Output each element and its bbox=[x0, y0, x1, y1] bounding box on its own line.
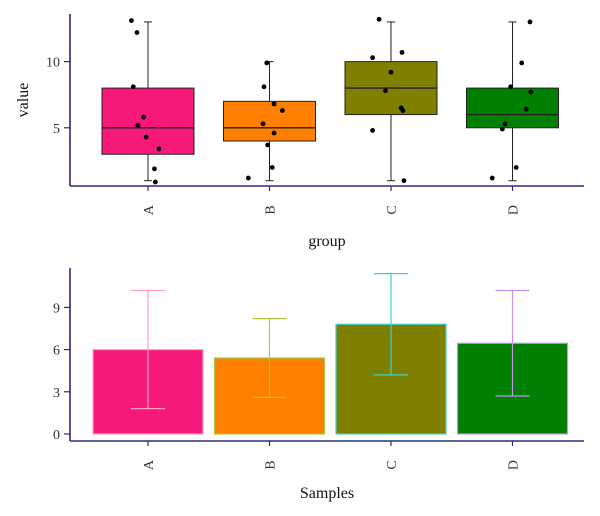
bar-y-tick-label: 3 bbox=[53, 386, 60, 401]
box-data-point bbox=[265, 142, 271, 148]
box-x-axis-title: group bbox=[308, 233, 345, 250]
box-data-point bbox=[401, 178, 407, 184]
box-data-point bbox=[135, 122, 141, 128]
box-data-point bbox=[156, 146, 162, 152]
box-data-point bbox=[143, 134, 149, 140]
box-data-point bbox=[134, 30, 140, 35]
box-y-tick-label: 10 bbox=[46, 56, 60, 71]
box-data-point bbox=[269, 165, 275, 170]
bar-y-tick-label: 0 bbox=[53, 428, 60, 443]
box-data-point bbox=[370, 128, 375, 133]
box-data-point bbox=[399, 49, 405, 55]
bar-x-tick-label: C bbox=[385, 460, 400, 469]
box-data-point bbox=[523, 106, 529, 112]
box-body bbox=[466, 87, 559, 129]
bar-chart-panel: 0 3 6 9 A B C D Samples bbox=[53, 268, 584, 502]
box-plot-marks bbox=[101, 21, 559, 182]
bar-y-tick-label: 6 bbox=[53, 344, 60, 359]
box-data-point bbox=[271, 101, 277, 107]
box-plot-panel: 5 10 A B C D group value bbox=[15, 14, 584, 250]
box-x-tick-label: C bbox=[385, 205, 400, 214]
box-data-point bbox=[528, 89, 534, 95]
box-data-point bbox=[499, 126, 505, 132]
box-x-tick-label: B bbox=[264, 205, 279, 214]
box-data-point bbox=[508, 84, 514, 90]
box-data-point bbox=[152, 166, 157, 172]
box-body bbox=[101, 87, 195, 155]
box-data-point bbox=[271, 130, 277, 136]
box-x-axis-ticks: A B C D bbox=[142, 186, 522, 215]
box-data-point bbox=[141, 114, 146, 120]
bar-x-axis-ticks: A B C D bbox=[142, 441, 522, 470]
box-data-point bbox=[527, 19, 533, 25]
bar-chart-marks bbox=[92, 273, 569, 435]
box-body bbox=[223, 100, 316, 142]
box-data-point bbox=[502, 121, 508, 127]
bar-x-tick-label: B bbox=[264, 460, 279, 469]
box-y-axis-title: value bbox=[15, 83, 32, 118]
box-data-point bbox=[261, 84, 267, 90]
bar-x-axis-title: Samples bbox=[300, 485, 354, 502]
box-data-point bbox=[519, 60, 525, 66]
box-data-point bbox=[245, 175, 251, 181]
bar-y-tick-label: 9 bbox=[53, 301, 60, 316]
bar-y-axis-ticks: 0 3 6 9 bbox=[53, 301, 70, 443]
box-data-point bbox=[400, 108, 406, 113]
box-plot-points bbox=[129, 16, 534, 185]
box-data-point bbox=[129, 18, 134, 24]
box-data-point bbox=[388, 69, 394, 75]
box-data-point bbox=[513, 165, 519, 170]
box-y-tick-label: 5 bbox=[53, 122, 60, 137]
box-data-point bbox=[376, 16, 382, 22]
bar-x-tick-label: A bbox=[142, 459, 157, 470]
box-data-point bbox=[383, 88, 388, 94]
box-data-point bbox=[279, 108, 285, 113]
box-data-point bbox=[260, 121, 266, 127]
box-data-point bbox=[489, 175, 495, 181]
box-x-tick-label: A bbox=[142, 204, 157, 215]
box-y-axis-ticks: 5 10 bbox=[46, 56, 70, 137]
box-data-point bbox=[130, 84, 136, 90]
bar-x-tick-label: D bbox=[507, 460, 522, 470]
box-data-point bbox=[264, 60, 270, 66]
box-data-point bbox=[370, 55, 375, 61]
box-x-tick-label: D bbox=[507, 205, 522, 215]
box-data-point bbox=[152, 179, 158, 185]
